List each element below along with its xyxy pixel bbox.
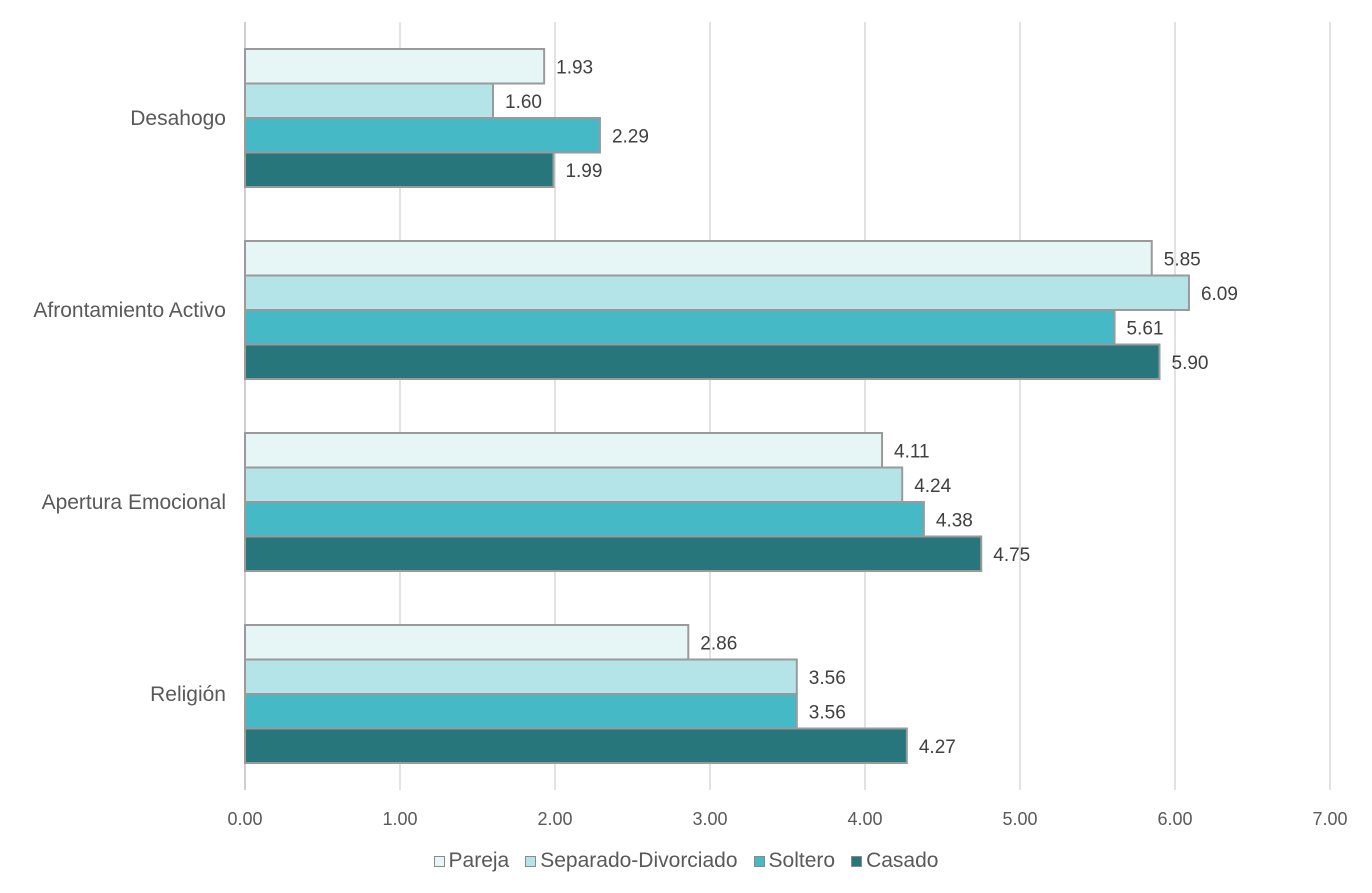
bar — [244, 501, 925, 538]
x-tick-label: 4.00 — [847, 809, 882, 829]
x-tick-label: 5.00 — [1002, 809, 1037, 829]
data-label: 4.38 — [936, 510, 973, 531]
category-label: Religión — [150, 683, 226, 706]
bar-chart: 0.00 1.00 2.00 3.00 4.00 5.00 6.00 7.00 Desahogo… — [33, 22, 1348, 829]
x-tick-label: 7.00 — [1312, 809, 1347, 829]
category-label: Afrontamiento Activo — [33, 299, 226, 322]
bar — [244, 240, 1153, 277]
data-label: 4.11 — [894, 441, 930, 462]
data-label: 3.56 — [809, 702, 846, 723]
legend-swatch — [433, 855, 445, 867]
data-label: 5.85 — [1164, 249, 1201, 270]
data-label: 2.86 — [700, 633, 737, 654]
category-label: Apertura Emocional — [42, 491, 226, 514]
legend-label: Soltero — [768, 849, 836, 872]
category-label: Desahogo — [130, 107, 226, 130]
data-label: 1.93 — [556, 57, 593, 78]
bar — [244, 82, 494, 119]
data-label: 5.61 — [1127, 318, 1164, 339]
bar — [244, 309, 1116, 346]
data-label: 3.56 — [809, 668, 846, 689]
legend-item: Soltero — [753, 849, 836, 873]
bar — [244, 693, 798, 730]
legend-swatch — [753, 855, 765, 867]
bar — [244, 658, 798, 695]
data-label: 2.29 — [612, 126, 649, 147]
data-label: 5.90 — [1172, 353, 1209, 374]
legend-label: Pareja — [448, 849, 510, 872]
bar — [244, 48, 546, 85]
legend-item: Casado — [851, 849, 938, 873]
x-tick-label: 2.00 — [537, 809, 572, 829]
data-label: 4.27 — [919, 737, 956, 758]
x-tick-label: 0.00 — [227, 809, 262, 829]
legend-item: Pareja — [433, 849, 510, 873]
data-label: 6.09 — [1201, 284, 1238, 305]
bar — [244, 343, 1161, 380]
legend-label: Casado — [866, 849, 939, 872]
bar — [244, 432, 884, 469]
bar — [244, 274, 1190, 311]
bar — [244, 117, 601, 154]
bar — [244, 466, 904, 503]
data-label: 1.60 — [505, 92, 542, 113]
legend-swatch — [851, 855, 863, 867]
data-label: 4.75 — [993, 545, 1030, 566]
legend-label: Separado-Divorciado — [540, 849, 738, 872]
legend-swatch — [525, 855, 537, 867]
chart-legend: Pareja Separado-Divorciado Soltero Casado — [0, 846, 1372, 876]
legend-item: Separado-Divorciado — [525, 849, 738, 873]
bar — [244, 727, 908, 764]
x-tick-label: 1.00 — [382, 809, 417, 829]
bar — [244, 535, 983, 572]
data-label: 1.99 — [565, 161, 602, 182]
x-tick-label: 3.00 — [692, 809, 727, 829]
bar — [244, 624, 690, 661]
x-tick-label: 6.00 — [1157, 809, 1192, 829]
data-label: 4.24 — [914, 476, 951, 497]
bar — [244, 151, 555, 188]
